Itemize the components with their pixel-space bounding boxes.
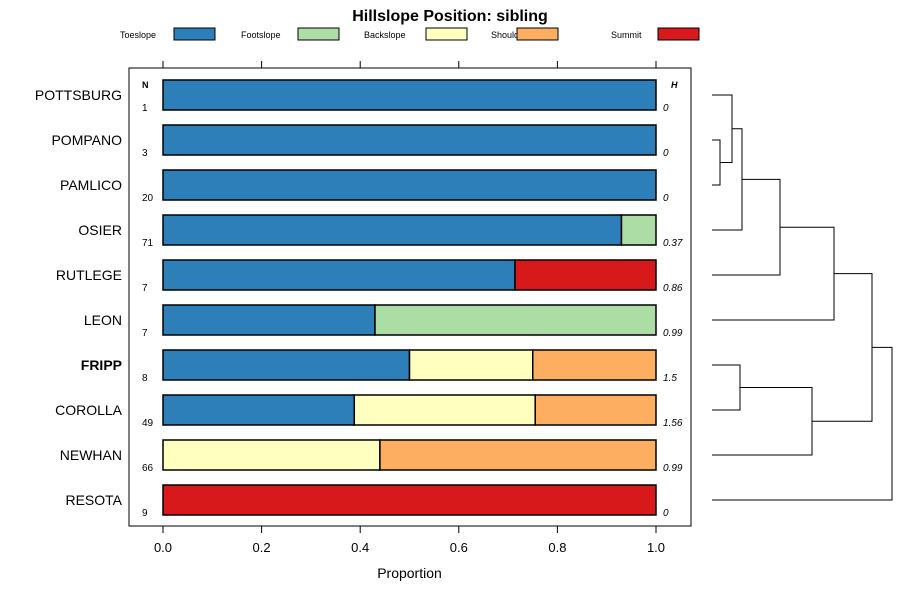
dendrogram-link	[712, 364, 741, 411]
row-label-osier: OSIER	[78, 222, 122, 238]
bar-segment-toeslope	[162, 259, 516, 291]
row-label-leon: LEON	[84, 312, 122, 328]
legend-swatch-toeslope	[173, 27, 216, 41]
row-label-pamlico: PAMLICO	[60, 177, 122, 193]
x-tick-label: 0.6	[450, 540, 468, 555]
bar-segment-toeslope	[162, 394, 356, 426]
bar-segment-toeslope	[162, 349, 411, 381]
n-value: 49	[142, 418, 154, 429]
bar-segment-toeslope	[162, 124, 657, 156]
dendrogram-link	[812, 273, 873, 422]
bar-segment-shoulder	[379, 439, 657, 471]
bar-row-rutlege	[162, 259, 657, 291]
h-value: 0.99	[663, 463, 683, 474]
bar-row-newhan	[162, 439, 657, 471]
n-value: 71	[142, 238, 154, 249]
h-value: 0	[663, 148, 669, 159]
legend-swatch-footslope	[297, 27, 340, 41]
row-label-pottsburg: POTTSBURG	[35, 87, 122, 103]
x-tick-label: 1.0	[647, 540, 665, 555]
bar-segment-footslope	[620, 214, 657, 246]
n-value: 9	[142, 508, 148, 519]
bar-segment-toeslope	[162, 214, 623, 246]
n-value: 8	[142, 373, 148, 384]
bar-segment-toeslope	[162, 79, 657, 111]
bar-segment-summit	[514, 259, 657, 291]
dendrogram-link	[712, 387, 813, 456]
bar-segment-backslope	[408, 349, 534, 381]
dendrogram	[712, 94, 893, 501]
h-value: 0.99	[663, 328, 683, 339]
row-label-resota: RESOTA	[65, 492, 122, 508]
legend-label-backslope: Backslope	[364, 30, 406, 40]
legend-label-shoulder: Shoulder	[491, 30, 527, 40]
dendrogram-link	[712, 226, 835, 321]
dendrogram-link	[712, 346, 893, 501]
n-values: 1 3 20 71 7 7 8 49 66 9	[142, 103, 154, 519]
legend: Toeslope Footslope Backslope Shoulder Summit	[120, 27, 700, 41]
legend-swatch-summit	[657, 27, 700, 41]
h-value: 1.56	[663, 418, 683, 429]
row-label-fripp: FRIPP	[81, 357, 122, 373]
bar-row-pottsburg	[162, 79, 657, 111]
bar-segment-shoulder	[532, 349, 657, 381]
bar-row-pamlico	[162, 169, 657, 201]
x-axis-label: Proportion	[377, 565, 442, 581]
n-value: 7	[142, 283, 148, 294]
n-value: 1	[142, 103, 148, 114]
n-value: 7	[142, 328, 148, 339]
bar-segment-backslope	[353, 394, 536, 426]
chart-title: Hillslope Position: sibling	[352, 8, 548, 25]
n-header: N	[142, 80, 149, 90]
h-values: 0 0 0 0.37 0.86 0.99 1.5 1.56 0.99 0	[663, 103, 683, 519]
bar-row-leon	[162, 304, 657, 336]
row-label-pompano: POMPANO	[51, 132, 122, 148]
bar-segment-footslope	[374, 304, 657, 336]
dendrogram-link	[712, 139, 721, 186]
plot-frame	[128, 67, 692, 527]
legend-swatch-backslope	[425, 27, 468, 41]
bar-segment-shoulder	[534, 394, 657, 426]
x-tick-label: 0.8	[548, 540, 566, 555]
h-header: H	[671, 80, 678, 90]
legend-label-toeslope: Toeslope	[120, 30, 156, 40]
bar-row-fripp	[162, 349, 657, 381]
bars-group	[162, 79, 657, 516]
x-tick-label: 0.4	[351, 540, 369, 555]
x-tick-label: 0.0	[154, 540, 172, 555]
bar-segment-summit	[162, 484, 657, 516]
bar-segment-toeslope	[162, 169, 657, 201]
x-tick-label: 0.2	[253, 540, 271, 555]
dendrogram-link	[712, 128, 743, 231]
bar-row-resota	[162, 484, 657, 516]
h-value: 0	[663, 508, 669, 519]
row-label-corolla: COROLLA	[55, 402, 123, 418]
dendrogram-link	[712, 94, 733, 163]
legend-swatch-shoulder	[516, 27, 559, 41]
h-value: 0.86	[663, 283, 683, 294]
legend-label-summit: Summit	[611, 30, 642, 40]
bar-row-corolla	[162, 394, 657, 426]
n-value: 3	[142, 148, 148, 159]
x-axis: 0.0 0.2 0.4 0.6 0.8 1.0	[154, 61, 665, 555]
row-labels: POTTSBURG POMPANO PAMLICO OSIER RUTLEGE LEON F…	[35, 87, 123, 508]
bar-segment-backslope	[162, 439, 381, 471]
bar-row-osier	[162, 214, 657, 246]
bar-row-pompano	[162, 124, 657, 156]
h-value: 0	[663, 193, 669, 204]
dendrogram-link	[712, 178, 781, 276]
n-value: 66	[142, 463, 154, 474]
legend-label-footslope: Footslope	[241, 30, 281, 40]
n-value: 20	[142, 193, 154, 204]
h-value: 0	[663, 103, 669, 114]
row-label-newhan: NEWHAN	[60, 447, 122, 463]
h-value: 1.5	[663, 373, 677, 384]
row-label-rutlege: RUTLEGE	[56, 267, 122, 283]
h-value: 0.37	[663, 238, 683, 249]
bar-segment-toeslope	[162, 304, 376, 336]
